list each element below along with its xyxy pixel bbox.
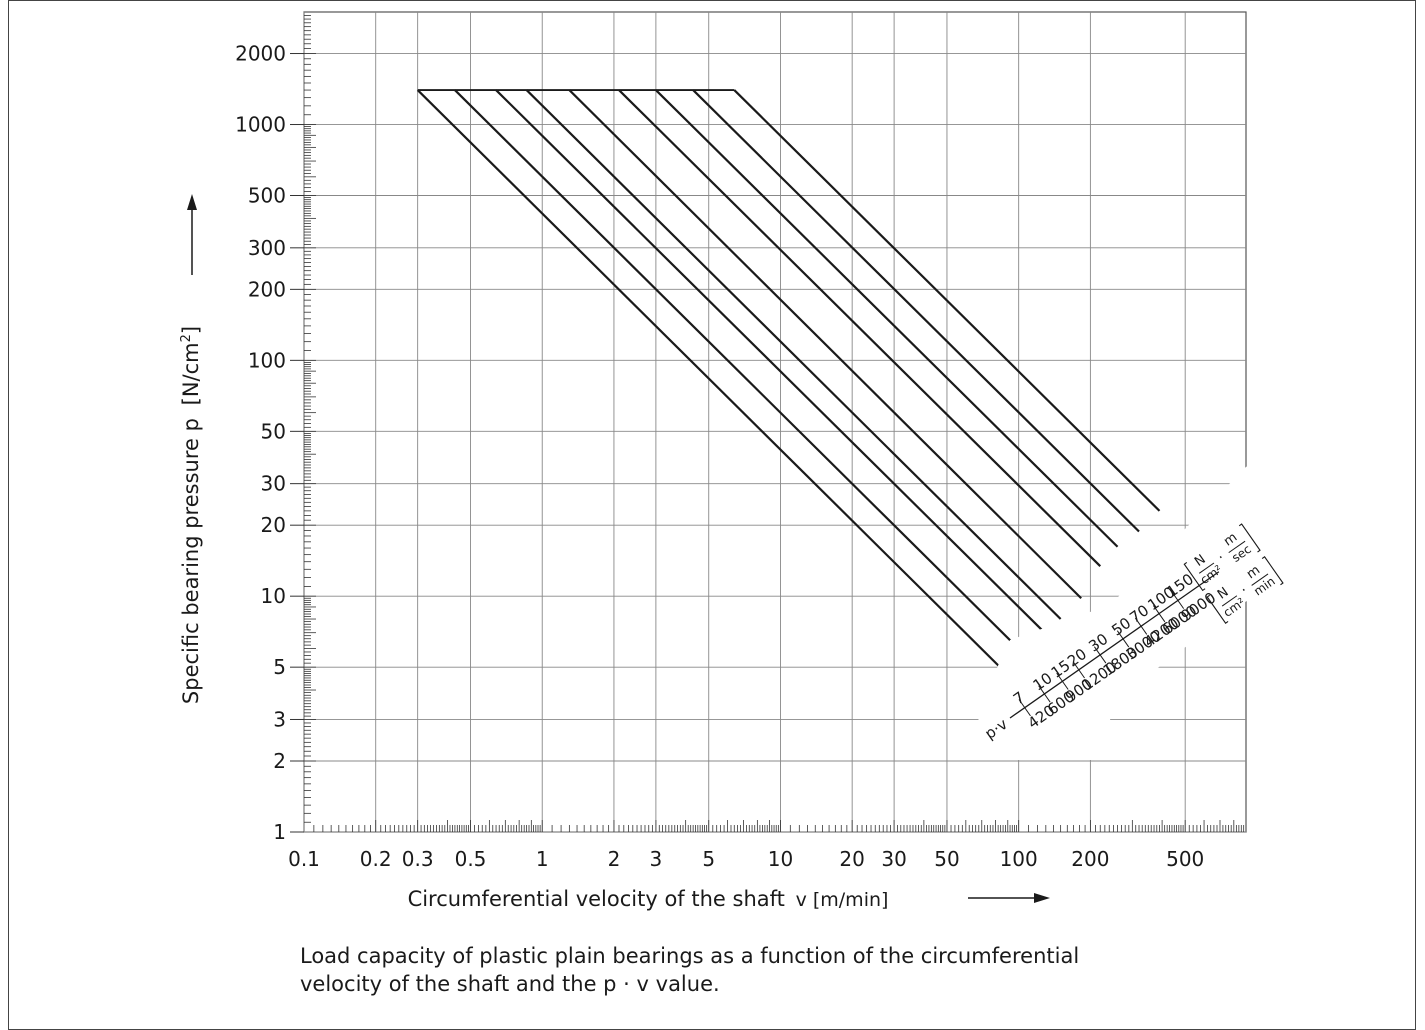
caption-line-2: velocity of the shaft and the p · v valu…: [300, 972, 720, 996]
y-tick-label: 100: [248, 348, 286, 372]
unit-bar-2: [1251, 573, 1269, 586]
y-tick-label: 50: [261, 419, 286, 443]
pv-line: [416, 89, 1006, 673]
figure-caption: Load capacity of plastic plain bearings …: [300, 942, 1200, 998]
y-axis-arrow: [187, 194, 197, 275]
pv-scale-tick: [1018, 699, 1031, 717]
pv-line: [495, 89, 1043, 631]
pv-scale-tick: [1072, 661, 1085, 679]
unit-bracket-right: [1238, 523, 1261, 553]
x-tick-label: 50: [934, 847, 959, 871]
pv-line: [733, 89, 1161, 512]
unit-bar-1: [1221, 595, 1238, 607]
y-tick-label: 2: [273, 749, 286, 773]
pv-line: [525, 89, 1062, 620]
unit-bar-2: [1228, 540, 1246, 554]
y-tick-label: 3: [273, 707, 286, 731]
x-tick-label: 5: [702, 847, 715, 871]
caption-line-1: Load capacity of plastic plain bearings …: [300, 944, 1080, 968]
pv-scale-tick: [1056, 672, 1069, 690]
x-tick-label: 20: [839, 847, 864, 871]
y-tick-label: 1000: [235, 113, 286, 137]
minor-ticks: [304, 15, 1245, 832]
y-axis-label: Specific bearing pressure p [N/cm2]: [179, 326, 203, 704]
pv-lines: [416, 89, 1161, 673]
y-tick-label: 200: [248, 277, 286, 301]
pv-line: [692, 89, 1140, 533]
pv-scale-tick: [1038, 685, 1051, 703]
pv-line: [655, 89, 1119, 548]
scale-background: [975, 465, 1248, 760]
x-label-main: Circumferential velocity of the shaft: [408, 887, 785, 911]
y-label-unit: [N/cm: [179, 342, 203, 405]
pv-line: [568, 89, 1082, 600]
x-tick-label: 0.5: [455, 847, 487, 871]
pv-scale-tick: [1152, 605, 1166, 623]
x-axis-arrow: [968, 893, 1050, 903]
y-tick-label: 20: [261, 513, 286, 537]
unit-bracket-left: [1206, 594, 1229, 624]
pv-scale-line: [1009, 571, 1220, 719]
grid: [303, 11, 1247, 833]
bearing-load-chart: 0.1 0.2 0.3 0.5 1 2 3 5 10 20 30 50 100 200 500 1 2 3 5 10 2…: [179, 11, 1284, 911]
y-tick-label: 10: [261, 584, 286, 608]
x-tick-label: 100: [1000, 847, 1038, 871]
y-label-unit-end: ]: [179, 326, 203, 334]
unit-bracket-right: [1261, 556, 1284, 586]
x-tick-label: 10: [768, 847, 793, 871]
unit-bracket-left: [1183, 562, 1206, 592]
pv-scale: p·v7420106001590020120030180050300070420…: [975, 465, 1284, 760]
y-tick-label: 500: [248, 184, 286, 208]
x-tick-label: 0.2: [360, 847, 392, 871]
x-tick-label: 0.1: [288, 847, 320, 871]
x-tick-label: 0.3: [402, 847, 434, 871]
unit-bar-1: [1198, 562, 1215, 574]
pv-scale-tick: [1116, 630, 1130, 648]
y-label-unit-sup: 2: [179, 334, 194, 342]
pv-scale-tick: [1093, 646, 1107, 664]
y-tick-label: 300: [248, 236, 286, 260]
pv-line: [618, 89, 1102, 567]
y-tick-label: 30: [261, 472, 286, 496]
y-tick-label: 5: [273, 655, 286, 679]
x-tick-label: 30: [881, 847, 906, 871]
x-tick-label: 200: [1071, 847, 1109, 871]
x-axis-label: Circumferential velocity of the shaft v …: [408, 887, 889, 911]
y-label-main: Specific bearing pressure p: [179, 418, 203, 704]
pv-line: [454, 89, 1025, 655]
y-tick-label: 2000: [235, 42, 286, 66]
svg-text:Specific bearing pressure p: Specific bearing pressure p [N/cm2]: [179, 326, 203, 704]
y-tick-label: 1: [273, 820, 286, 844]
pv-scale-tick: [1134, 617, 1148, 635]
x-tick-label: 3: [650, 847, 663, 871]
x-tick-label: 1: [536, 847, 549, 871]
x-label-unit: v [m/min]: [796, 889, 889, 911]
x-tick-label: 500: [1166, 847, 1204, 871]
tick-labels: 0.1 0.2 0.3 0.5 1 2 3 5 10 20 30 50 100 200 500 1 2 3 5 10 2…: [235, 42, 1204, 871]
x-tick-label: 2: [608, 847, 621, 871]
pv-scale-tick: [1171, 591, 1185, 609]
